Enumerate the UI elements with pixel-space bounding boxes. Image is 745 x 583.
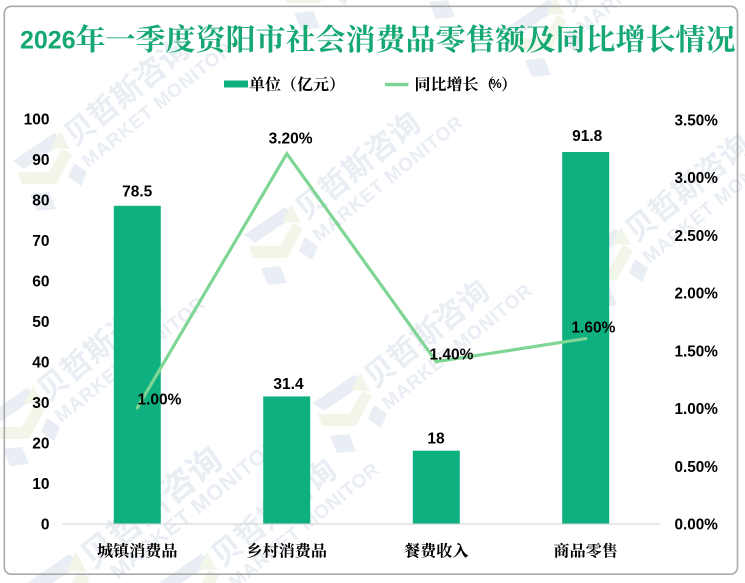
svg-text:0.50%: 0.50%: [675, 459, 719, 476]
svg-text:50: 50: [32, 314, 49, 331]
svg-text:3.00%: 3.00%: [675, 170, 719, 187]
svg-text:20: 20: [32, 436, 49, 453]
svg-text:78.5: 78.5: [122, 183, 153, 200]
svg-text:70: 70: [32, 233, 49, 250]
svg-text:80: 80: [32, 192, 49, 209]
svg-text:10: 10: [32, 476, 49, 493]
svg-text:31.4: 31.4: [273, 376, 304, 393]
svg-text:2026: 2026: [20, 27, 76, 55]
svg-text:2.50%: 2.50%: [675, 228, 719, 245]
svg-text:30: 30: [32, 395, 49, 412]
svg-text:1.40%: 1.40%: [430, 347, 474, 364]
svg-text:40: 40: [32, 355, 49, 372]
svg-text:%: %: [491, 77, 502, 91]
svg-text:90: 90: [32, 152, 49, 169]
svg-text:3.50%: 3.50%: [675, 112, 719, 129]
svg-text:3.20%: 3.20%: [269, 131, 313, 148]
svg-text:1.00%: 1.00%: [138, 392, 182, 409]
svg-text:0.00%: 0.00%: [675, 517, 719, 534]
svg-text:0: 0: [41, 517, 50, 534]
svg-text:100: 100: [24, 111, 50, 128]
svg-text:2.00%: 2.00%: [675, 286, 719, 303]
svg-text:60: 60: [32, 274, 49, 291]
svg-text:1.60%: 1.60%: [571, 320, 615, 337]
svg-text:1.00%: 1.00%: [675, 401, 719, 418]
svg-text:1.50%: 1.50%: [675, 343, 719, 360]
svg-text:91.8: 91.8: [572, 128, 603, 145]
svg-text:18: 18: [427, 431, 445, 448]
